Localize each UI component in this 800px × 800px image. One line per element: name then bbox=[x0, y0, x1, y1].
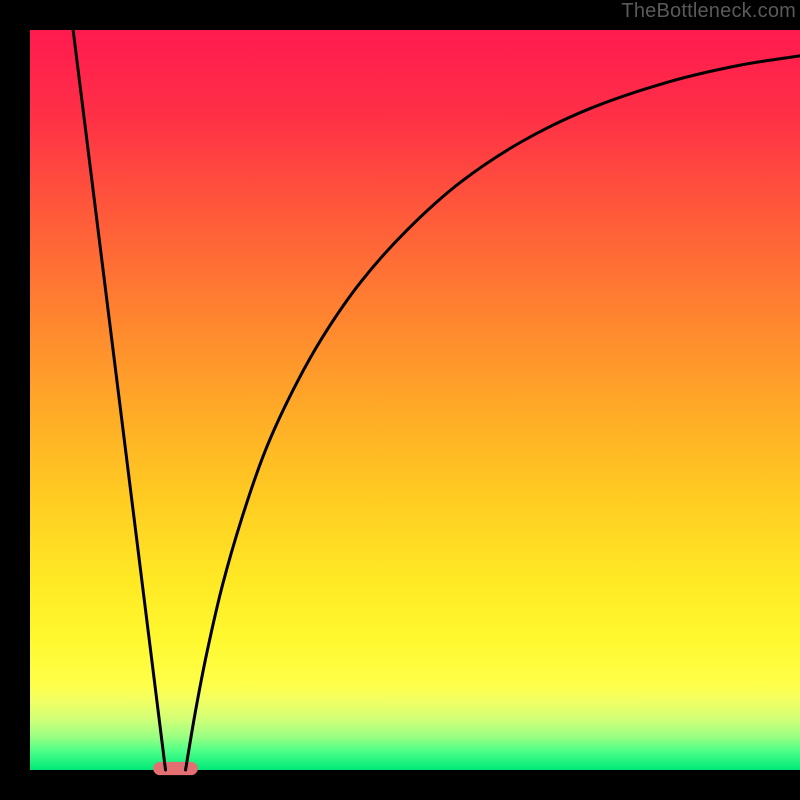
left-v-branch bbox=[73, 30, 165, 770]
bottleneck-marker bbox=[153, 762, 198, 775]
watermark-text: TheBottleneck.com bbox=[621, 0, 800, 23]
curves-layer bbox=[30, 30, 800, 770]
right-v-branch bbox=[186, 56, 800, 770]
plot-area bbox=[30, 30, 800, 770]
